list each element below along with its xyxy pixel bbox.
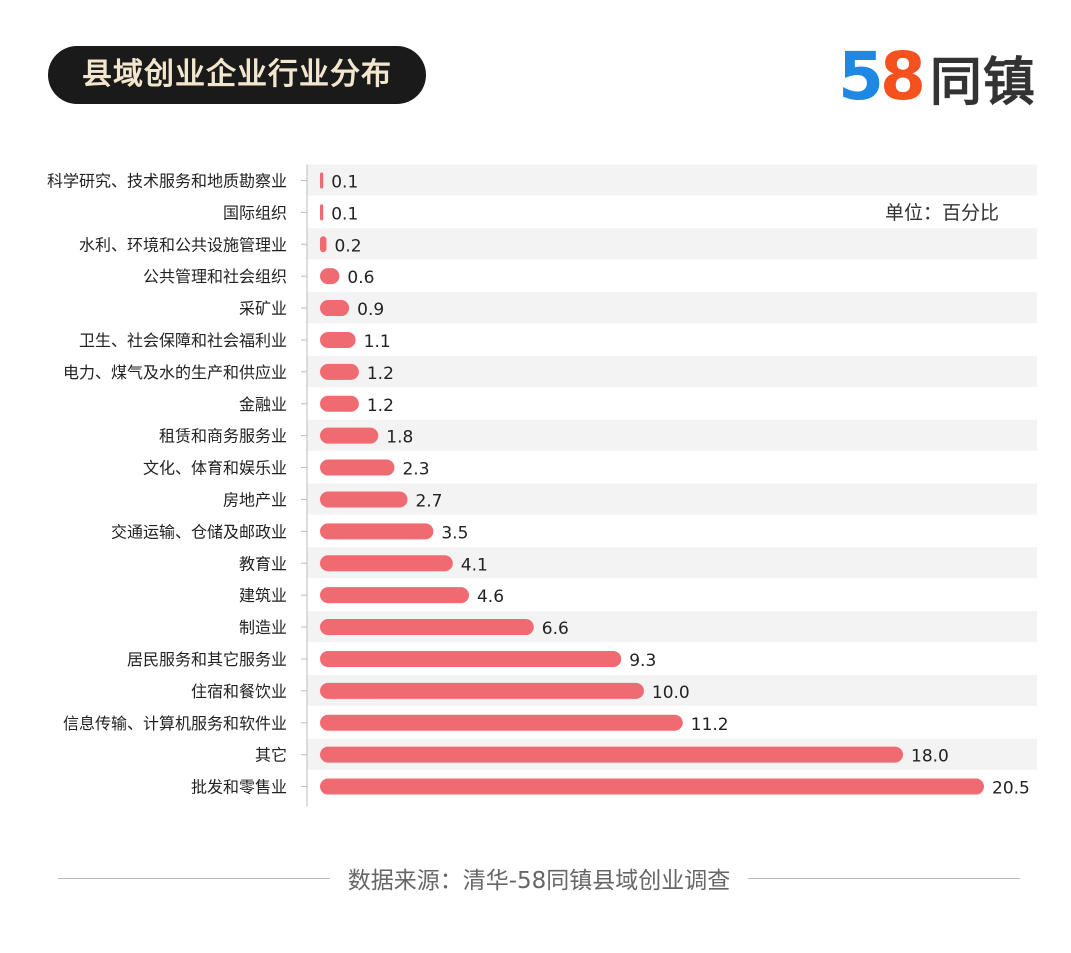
logo-digit-8: 8 bbox=[879, 38, 926, 115]
row-band bbox=[307, 483, 1037, 515]
category-label: 建筑业 bbox=[239, 586, 287, 605]
bar bbox=[320, 395, 359, 412]
category-label: 国际组织 bbox=[223, 203, 287, 222]
logo-text: 同镇 bbox=[929, 52, 1036, 113]
data-label: 10.0 bbox=[652, 683, 690, 703]
row-band bbox=[307, 164, 1037, 196]
data-label: 9.3 bbox=[629, 651, 656, 671]
data-label: 3.5 bbox=[441, 523, 468, 543]
data-label: 0.1 bbox=[331, 204, 358, 224]
data-label: 0.6 bbox=[347, 268, 374, 288]
chart-title: 县域创业企业行业分布 bbox=[48, 46, 426, 104]
category-label: 金融业 bbox=[239, 395, 287, 414]
bar bbox=[320, 459, 395, 476]
bar bbox=[320, 300, 350, 317]
data-label: 1.8 bbox=[386, 428, 413, 448]
source-rule-right bbox=[748, 877, 1021, 879]
category-label: 水利、环境和公共设施管理业 bbox=[79, 235, 287, 254]
data-label: 1.1 bbox=[364, 332, 391, 352]
source-row: 数据来源：清华-58同镇县域创业调查 bbox=[58, 858, 1021, 898]
logo-digits: 5 8 bbox=[838, 44, 926, 110]
data-label: 0.1 bbox=[331, 172, 358, 192]
row-band bbox=[307, 355, 1037, 387]
row-band bbox=[307, 228, 1037, 260]
source-text: 数据来源：清华-58同镇县域创业调查 bbox=[347, 868, 731, 894]
category-label: 批发和零售业 bbox=[191, 778, 287, 797]
bar bbox=[320, 619, 534, 636]
category-label: 其它 bbox=[255, 746, 287, 765]
category-label: 采矿业 bbox=[239, 299, 287, 318]
data-label: 18.0 bbox=[911, 747, 949, 767]
bar bbox=[320, 331, 356, 348]
bar bbox=[320, 204, 324, 221]
bar bbox=[320, 172, 324, 189]
category-label: 制造业 bbox=[239, 618, 287, 637]
bar bbox=[320, 714, 683, 731]
bar bbox=[320, 555, 453, 572]
category-label: 租赁和商务服务业 bbox=[159, 427, 287, 446]
bar bbox=[320, 427, 379, 444]
unit-label: 单位：百分比 bbox=[885, 202, 999, 224]
category-label: 住宿和餐饮业 bbox=[191, 682, 287, 701]
source-rule-left bbox=[58, 877, 330, 879]
category-label: 科学研究、技术服务和地质勘察业 bbox=[47, 171, 287, 190]
data-label: 2.7 bbox=[415, 491, 442, 511]
bar bbox=[320, 268, 340, 285]
category-label: 交通运输、仓储及邮政业 bbox=[111, 522, 287, 541]
bar bbox=[320, 650, 622, 667]
bar bbox=[320, 236, 327, 253]
category-label: 居民服务和其它服务业 bbox=[127, 650, 287, 669]
category-label: 教育业 bbox=[239, 554, 287, 573]
data-label: 2.3 bbox=[402, 460, 429, 480]
data-label: 0.2 bbox=[334, 236, 361, 256]
data-label: 1.2 bbox=[367, 396, 394, 416]
row-band bbox=[307, 419, 1037, 451]
data-label: 1.2 bbox=[367, 364, 394, 384]
bar bbox=[320, 523, 434, 540]
data-label: 20.5 bbox=[992, 779, 1030, 799]
category-label: 信息传输、计算机服务和软件业 bbox=[63, 714, 287, 733]
data-label: 4.6 bbox=[477, 587, 504, 607]
bar bbox=[320, 363, 359, 380]
logo-digit-5: 5 bbox=[838, 38, 884, 115]
data-label: 4.1 bbox=[461, 555, 488, 575]
bar bbox=[320, 778, 984, 795]
data-label: 11.2 bbox=[691, 715, 729, 735]
category-label: 公共管理和社会组织 bbox=[143, 267, 287, 286]
data-label: 0.9 bbox=[357, 300, 384, 320]
category-label: 卫生、社会保障和社会福利业 bbox=[79, 331, 287, 350]
bar bbox=[320, 746, 904, 763]
row-band bbox=[307, 292, 1037, 324]
bar bbox=[320, 587, 469, 604]
data-label: 6.6 bbox=[542, 619, 569, 639]
bar bbox=[320, 491, 408, 508]
logo: 5 8 同镇 bbox=[838, 44, 1036, 113]
category-label: 文化、体育和娱乐业 bbox=[143, 459, 287, 478]
category-label: 房地产业 bbox=[223, 490, 287, 509]
category-label: 电力、煤气及水的生产和供应业 bbox=[63, 363, 287, 382]
bar bbox=[320, 682, 644, 699]
